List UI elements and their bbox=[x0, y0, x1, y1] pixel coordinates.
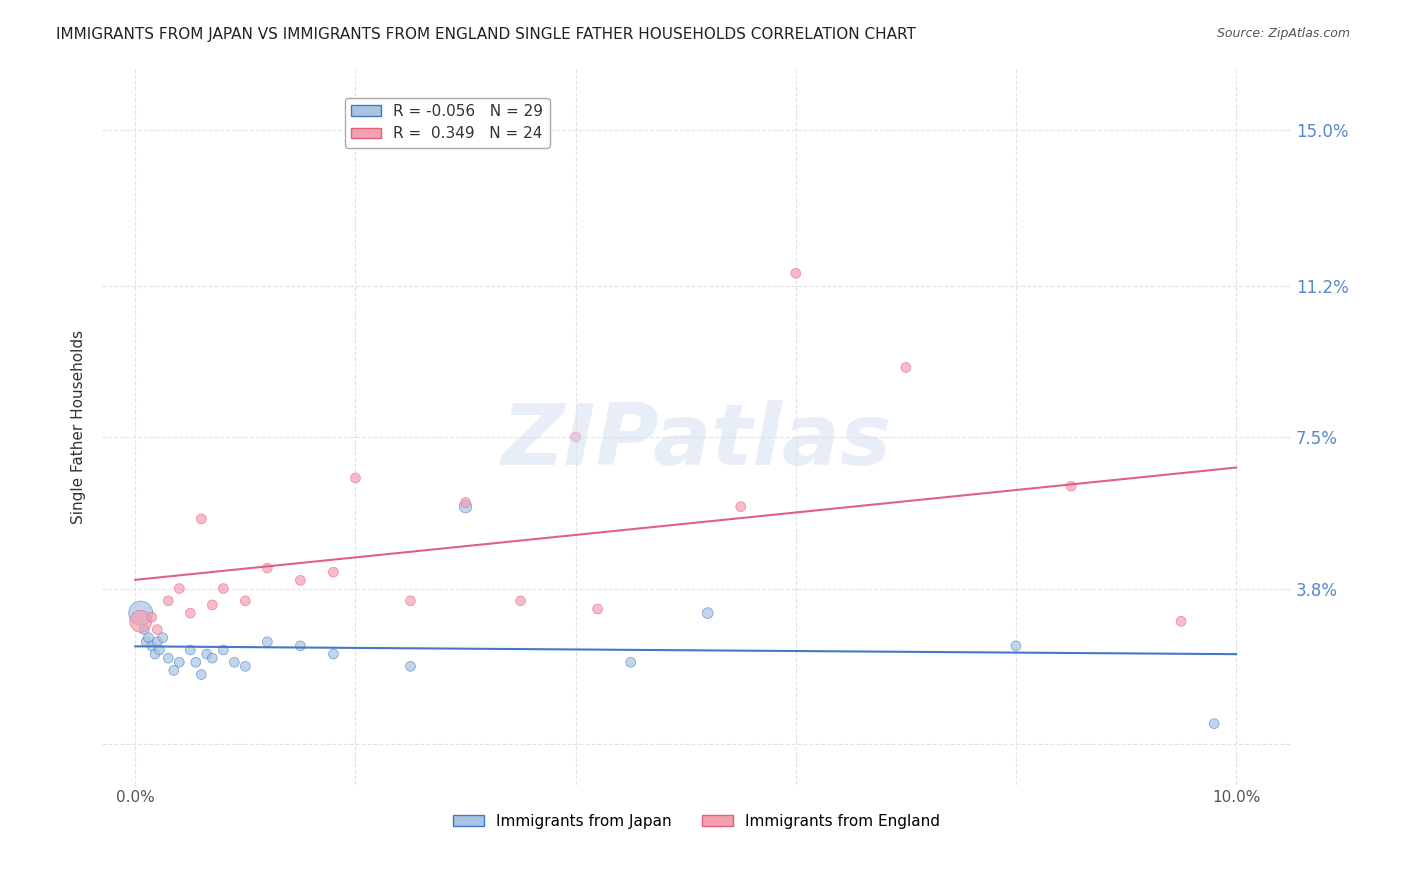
Point bbox=[152, 631, 174, 645]
Point bbox=[399, 659, 422, 673]
Point bbox=[169, 655, 191, 669]
Point bbox=[785, 266, 807, 280]
Point bbox=[141, 610, 163, 624]
Point bbox=[322, 647, 344, 661]
Point bbox=[201, 651, 224, 665]
Point bbox=[157, 651, 180, 665]
Point bbox=[1204, 716, 1226, 731]
Point bbox=[894, 360, 917, 375]
Point bbox=[138, 631, 160, 645]
Point bbox=[730, 500, 752, 514]
Point bbox=[195, 647, 218, 661]
Point bbox=[586, 602, 609, 616]
Text: IMMIGRANTS FROM JAPAN VS IMMIGRANTS FROM ENGLAND SINGLE FATHER HOUSEHOLDS CORREL: IMMIGRANTS FROM JAPAN VS IMMIGRANTS FROM… bbox=[56, 27, 917, 42]
Point bbox=[322, 565, 344, 579]
Point bbox=[290, 639, 312, 653]
Point bbox=[256, 634, 278, 648]
Point bbox=[233, 594, 256, 608]
Point bbox=[190, 512, 212, 526]
Point bbox=[290, 574, 312, 588]
Point bbox=[1005, 639, 1028, 653]
Point bbox=[233, 659, 256, 673]
Point bbox=[454, 495, 477, 509]
Point bbox=[148, 643, 170, 657]
Point bbox=[179, 606, 201, 620]
Point bbox=[696, 606, 718, 620]
Point bbox=[146, 634, 169, 648]
Legend: Immigrants from Japan, Immigrants from England: Immigrants from Japan, Immigrants from E… bbox=[447, 807, 946, 835]
Point bbox=[509, 594, 531, 608]
Point bbox=[212, 643, 235, 657]
Point bbox=[146, 623, 169, 637]
Point bbox=[143, 647, 166, 661]
Point bbox=[141, 639, 163, 653]
Point bbox=[179, 643, 201, 657]
Y-axis label: Single Father Households: Single Father Households bbox=[72, 330, 86, 524]
Point bbox=[564, 430, 586, 444]
Point bbox=[344, 471, 367, 485]
Point bbox=[620, 655, 643, 669]
Point bbox=[1060, 479, 1083, 493]
Point bbox=[256, 561, 278, 575]
Point bbox=[129, 615, 152, 629]
Text: Source: ZipAtlas.com: Source: ZipAtlas.com bbox=[1216, 27, 1350, 40]
Point bbox=[132, 623, 155, 637]
Point bbox=[135, 634, 157, 648]
Point bbox=[399, 594, 422, 608]
Point bbox=[454, 500, 477, 514]
Point bbox=[190, 667, 212, 681]
Point bbox=[163, 664, 186, 678]
Point bbox=[1170, 615, 1192, 629]
Point bbox=[212, 582, 235, 596]
Point bbox=[157, 594, 180, 608]
Text: ZIPatlas: ZIPatlas bbox=[502, 400, 891, 483]
Point bbox=[201, 598, 224, 612]
Point bbox=[129, 606, 152, 620]
Point bbox=[169, 582, 191, 596]
Point bbox=[184, 655, 207, 669]
Point bbox=[224, 655, 246, 669]
